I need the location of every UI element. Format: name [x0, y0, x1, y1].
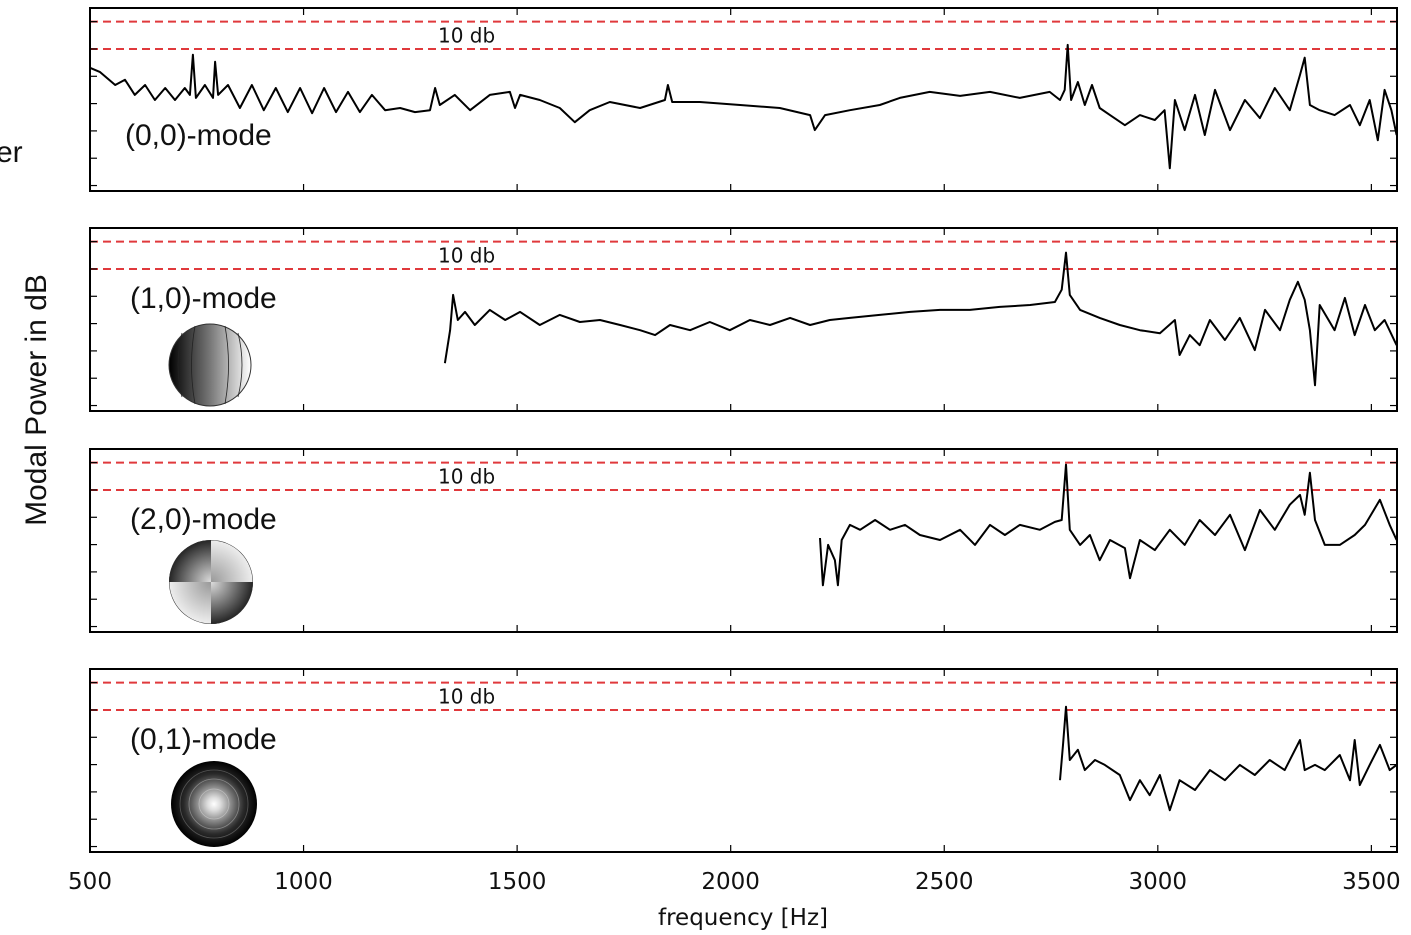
power-line — [443, 251, 1398, 387]
y-axis-label: Modal Power in dB — [20, 274, 53, 526]
mode-icon — [171, 761, 257, 847]
panel-frame — [89, 668, 1398, 853]
x-tick-label: 500 — [68, 869, 112, 895]
power-line — [819, 463, 1398, 587]
power-line — [89, 43, 1398, 170]
ref-label: 10 db — [438, 465, 495, 489]
x-axis-label: frequency [Hz] — [658, 905, 828, 931]
x-tick-label: 3000 — [1129, 869, 1188, 895]
mode-label: (0,1)-mode — [130, 723, 277, 756]
x-tick-label: 1500 — [488, 869, 547, 895]
mode-label: (1,0)-mode — [130, 282, 277, 315]
mode-icon — [169, 540, 253, 624]
mode-label: (2,0)-mode — [130, 503, 277, 536]
mode-label: (0,0)-mode — [125, 119, 272, 152]
x-tick-label: 2000 — [701, 869, 760, 895]
ref-label: 10 db — [438, 244, 495, 268]
x-tick-label: 1000 — [274, 869, 333, 895]
ref-label: 10 db — [438, 685, 495, 709]
x-tick-label: 2500 — [915, 869, 974, 895]
x-tick-label: 3500 — [1342, 869, 1401, 895]
power-line — [1059, 705, 1398, 812]
cropped-label: er — [0, 136, 23, 169]
panel-frame — [89, 448, 1398, 633]
panel-frame — [89, 7, 1398, 192]
ref-label: 10 db — [438, 24, 495, 48]
panel-frame — [89, 227, 1398, 412]
mode-icon — [168, 323, 252, 407]
